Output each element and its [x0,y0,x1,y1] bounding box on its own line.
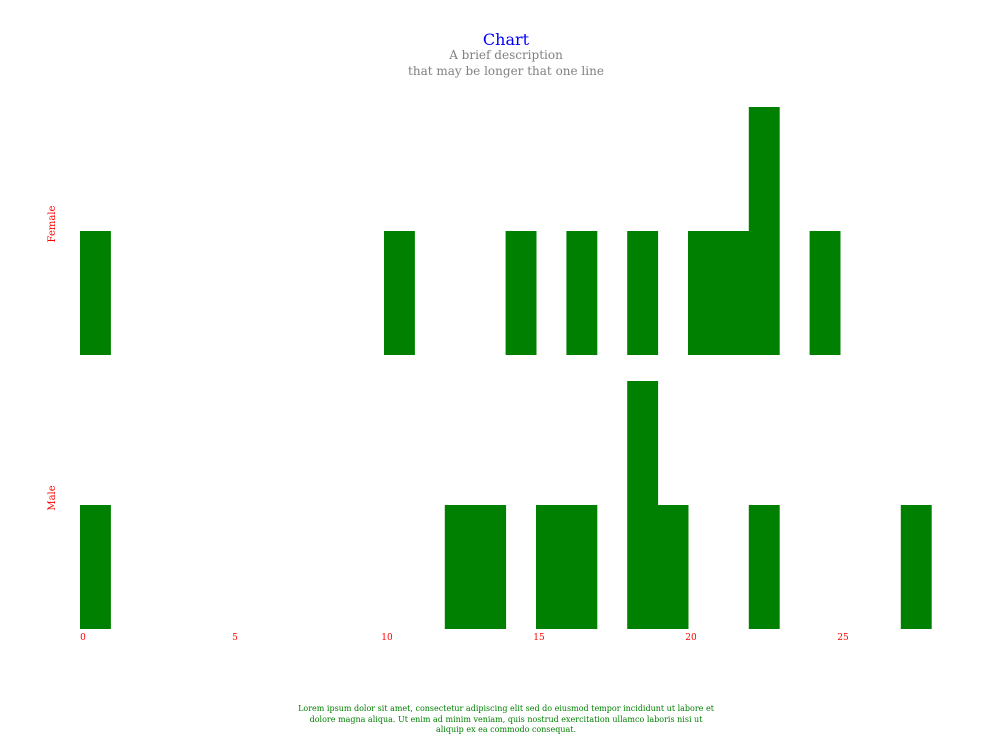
x-tick-label: 10 [381,633,393,643]
histogram-bar [627,381,659,629]
x-tick-label: 25 [837,633,849,643]
chart-caption: Lorem ipsum dolor sit amet, consectetur … [298,704,714,734]
chart-title: Chart [482,30,530,49]
histogram-bar [900,505,932,629]
histogram-bar [505,231,537,355]
x-tick-label: 15 [533,633,545,643]
histogram-bar [688,231,719,355]
histogram-bar [809,231,841,355]
subtitle-line-1: A brief description [449,48,563,62]
facet-label: Male [47,485,58,510]
histogram-bar [718,231,750,355]
histogram-bar [748,505,780,629]
histogram-bar [627,231,659,355]
facet-panel-female: Female [47,107,841,355]
histogram-bar [80,505,111,629]
histogram-bar [80,231,111,355]
facet-panel-male: Male [47,381,932,629]
subtitle-line-2: that may be longer that one line [408,64,604,78]
x-tick-label: 5 [232,633,238,643]
histogram-bar [475,505,507,629]
facet-label: Female [47,205,58,242]
x-tick-label: 20 [685,633,697,643]
x-tick-label: 0 [80,633,86,643]
histogram-bar [536,505,567,629]
x-axis-ticks: 0 5 10 15 20 25 [80,633,849,643]
histogram-bar [657,505,689,629]
histogram-bar [566,231,598,355]
histogram-bar [444,505,476,629]
histogram-bar [384,231,415,355]
histogram-bar [748,107,780,355]
histogram-bar [566,505,598,629]
chart-subtitle: A brief description that may be longer t… [0,47,992,79]
